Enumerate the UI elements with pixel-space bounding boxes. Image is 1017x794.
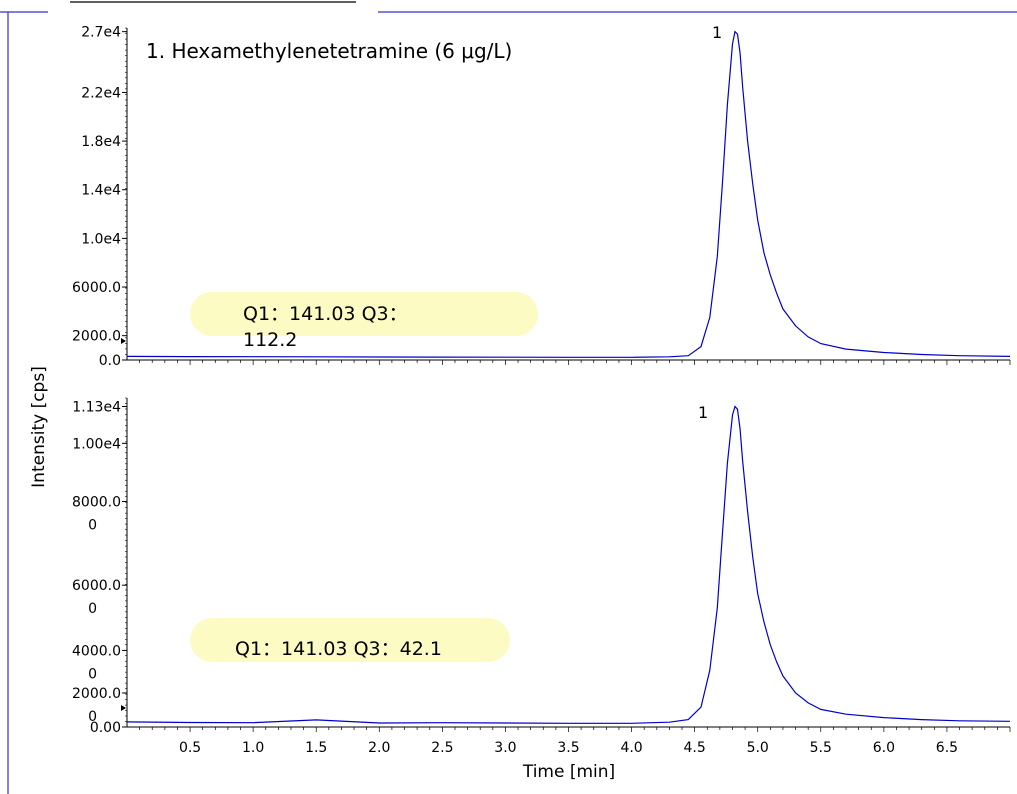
y-tick-label-line: 2.7e4 — [81, 25, 121, 41]
y-tick-label-line: 8000.0 — [72, 495, 121, 511]
x-tick-label: 1.5 — [305, 740, 327, 756]
x-tick-label: 6.5 — [936, 740, 958, 756]
y-ticks: 0.0 2000.0 6000.0 1.0e4 1.4e4 1.8e4 2.2e4 2.7e4 — [72, 25, 127, 369]
x-ticks: 0.5 1.0 1.5 2.0 2.5 3.0 3.5 4.0 4.5 5.0 5.5 6.0 6.5 — [179, 740, 958, 756]
peak-label: 1 — [698, 403, 708, 422]
mrm-label-line: Q1：141.03 Q3： — [243, 303, 408, 325]
y-tick-label-line: 2000.0 — [72, 686, 121, 702]
chromatogram-panel-1: 0.0 2000.0 6000.0 1.0e4 1.4e4 1.8e4 2.2e4 2.7e4… — [72, 23, 1011, 369]
chart-title: 1. Hexamethylenetetramine (6 μg/L) — [146, 39, 512, 63]
y-tick-label: 2.2e4 — [81, 85, 121, 101]
y-tick-label-line: 2000.0 — [72, 329, 121, 345]
y-tick-label: 6000.0 0 — [72, 578, 121, 617]
x-tick-label: 2.5 — [431, 740, 453, 756]
y-ticks: 0.00 2000.0 0 4000.0 0 6000.0 0 8000.0 0 1.00e4 1.… — [72, 397, 127, 736]
x-tick-label: 2.0 — [368, 740, 390, 756]
y-tick-label-line: 1.0e4 — [81, 231, 121, 247]
mrm-label: Q1：141.03 Q3： 112.2 — [243, 303, 408, 351]
y-tick-label: 2.7e4 — [81, 25, 121, 41]
x-tick-label: 4.0 — [620, 740, 642, 756]
x-tick-label: 6.0 — [873, 740, 895, 756]
y-tick-label: 1.4e4 — [81, 183, 121, 199]
y-tick-label: 6000.0 — [72, 280, 121, 296]
mrm-label-background — [190, 292, 538, 336]
mrm-label: Q1：141.03 Q3：42.1 — [235, 638, 442, 660]
y-tick-label-line: 1.00e4 — [72, 436, 121, 452]
y-tick-label: 0.0 — [99, 353, 121, 369]
mrm-label-line: 112.2 — [243, 329, 297, 351]
y-tick-label-line: 2.2e4 — [81, 85, 121, 101]
chromatogram-panel-2: 0.00 2000.0 0 4000.0 0 6000.0 0 8000.0 0 1.00e4 1.… — [72, 397, 1011, 756]
y-tick-label-line: 6000.0 — [72, 578, 121, 594]
y-tick-label: 2000.0 0 — [72, 686, 121, 725]
series-line — [126, 405, 1011, 724]
y-tick-label-line: 0 — [88, 709, 97, 725]
y-tick-label-line: 0 — [88, 518, 97, 534]
peak-label: 1 — [712, 23, 722, 42]
y-tick-label: 1.00e4 — [72, 436, 121, 452]
y-axis-label: Intensity [cps] — [29, 366, 49, 488]
x-tick-label: 1.0 — [242, 740, 264, 756]
x-tick-label: 5.5 — [810, 740, 832, 756]
y-tick-label-line: 6000.0 — [72, 280, 121, 296]
x-tick-label: 3.5 — [557, 740, 579, 756]
y-tick-label-line: 1.8e4 — [81, 134, 121, 150]
x-tick-label: 4.5 — [684, 740, 706, 756]
y-tick-label-line: 1.13e4 — [72, 400, 121, 416]
y-tick-label: 8000.0 0 — [72, 495, 121, 534]
figure-frame — [0, 11, 1017, 794]
x-tick-label: 0.5 — [179, 740, 201, 756]
y-tick-label: 0.00 — [90, 720, 121, 736]
axis-marker-icon — [121, 705, 126, 711]
y-tick-label: 2000.0 — [72, 329, 121, 345]
y-tick-label: 1.8e4 — [81, 134, 121, 150]
y-tick-label-line: 1.4e4 — [81, 183, 121, 199]
y-tick-label: 4000.0 0 — [72, 643, 121, 682]
series-line — [126, 30, 1011, 358]
y-tick-label-line: 4000.0 — [72, 643, 121, 659]
x-axis-label: Time [min] — [522, 762, 615, 782]
x-tick-label: 5.0 — [747, 740, 769, 756]
y-tick-label-line: 0 — [88, 666, 97, 682]
axis-marker-icon — [121, 338, 126, 344]
y-tick-label-line: 0 — [88, 601, 97, 617]
mrm-label-background — [190, 618, 510, 662]
x-minor-ticks — [139, 360, 1011, 365]
y-tick-label: 1.13e4 — [72, 400, 121, 416]
y-tick-label-line: 0.00 — [90, 720, 121, 736]
x-tick-label: 3.0 — [494, 740, 516, 756]
y-tick-label-line: 0.0 — [99, 353, 121, 369]
y-tick-label: 1.0e4 — [81, 231, 121, 247]
x-minor-ticks — [139, 727, 1011, 732]
